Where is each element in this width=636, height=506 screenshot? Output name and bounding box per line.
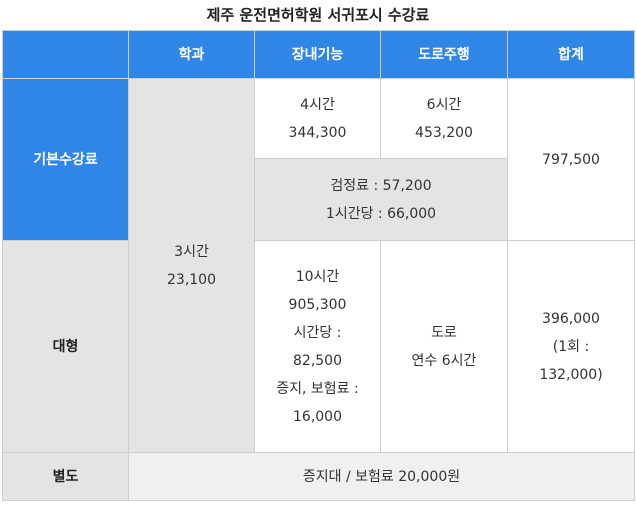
large-course-line: 905,300 — [288, 296, 347, 313]
row-label-large: 대형 — [2, 240, 129, 453]
extra-value: 증지대 / 보험료 20,000원 — [128, 452, 635, 501]
large-total-cell: 396,000 (1회 : 132,000) — [507, 240, 635, 453]
theory-hours: 3시간 — [174, 243, 209, 260]
basic-road-hours: 6시간 — [426, 96, 462, 113]
row-label-basic: 기본수강료 — [2, 78, 129, 241]
basic-total: 797,500 — [507, 78, 635, 241]
exam-fee: 검정료 : 57,200 — [330, 177, 432, 194]
large-course-line: 시간당 : — [293, 324, 342, 341]
large-total-line: 132,000) — [539, 366, 603, 383]
basic-course-fee: 344,300 — [288, 124, 347, 141]
large-course-line: 10시간 — [295, 268, 340, 285]
large-total-line: (1회 : — [552, 338, 590, 355]
large-road-line: 도로 — [431, 324, 457, 341]
fee-table: 학과 장내기능 도로주행 합계 기본수강료 3시간 23,100 4시간 344… — [2, 30, 635, 501]
basic-row: 기본수강료 3시간 23,100 4시간 344,300 6시간 453,200… — [2, 78, 635, 453]
large-road-line: 연수 6시간 — [411, 352, 477, 369]
large-course-line: 증지, 보험료 : — [276, 380, 359, 397]
large-course-line: 82,500 — [293, 352, 342, 369]
basic-road-cell: 6시간 453,200 — [380, 78, 508, 159]
basic-course-hours: 4시간 — [300, 96, 335, 113]
theory-fee: 23,100 — [167, 271, 216, 288]
header-theory: 학과 — [128, 30, 255, 79]
large-row: 대형 10시간 905,300 시간당 : 82,500 증지, 보험료 : 1… — [2, 240, 635, 453]
row-label-extra: 별도 — [2, 452, 129, 501]
extra-row: 별도 증지대 / 보험료 20,000원 — [2, 452, 635, 501]
hourly-fee: 1시간당 : 66,000 — [325, 205, 437, 222]
header-row: 학과 장내기능 도로주행 합계 — [2, 30, 635, 79]
header-corner — [2, 30, 129, 79]
basic-exam-row: 검정료 : 57,200 1시간당 : 66,000 — [3, 158, 635, 241]
large-course-line: 16,000 — [293, 408, 342, 425]
basic-road-fee: 453,200 — [415, 124, 473, 141]
large-course-cell: 10시간 905,300 시간당 : 82,500 증지, 보험료 : 16,0… — [254, 240, 381, 453]
page-title: 제주 운전면허학원 서귀포시 수강료 — [206, 6, 430, 24]
exam-fee-cell: 검정료 : 57,200 1시간당 : 66,000 — [254, 158, 508, 241]
header-road: 도로주행 — [380, 30, 508, 79]
basic-course-cell: 4시간 344,300 — [254, 78, 381, 159]
large-road-cell: 도로 연수 6시간 — [380, 240, 508, 453]
header-course: 장내기능 — [254, 30, 381, 79]
header-total: 합계 — [507, 30, 635, 79]
large-total-line: 396,000 — [542, 310, 600, 327]
theory-cell: 3시간 23,100 — [128, 78, 255, 453]
